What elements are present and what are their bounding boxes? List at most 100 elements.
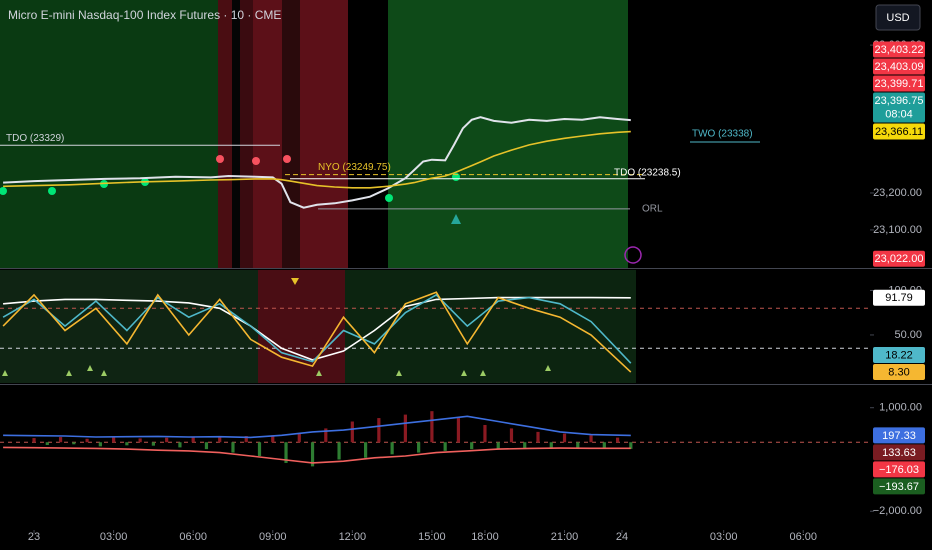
price-label: 23,403.22 [875,44,924,56]
y-tick-label: 50.00 [894,329,922,341]
histogram-bar [310,442,315,467]
histogram-bar [509,428,514,443]
histogram-bar [363,442,368,458]
price-label: 23,366.11 [875,126,923,138]
price-label-box [873,427,925,444]
histogram-bar [483,424,487,443]
histogram-bar [496,442,500,450]
histogram-bar [589,435,593,443]
x-tick-label: 18:00 [471,531,499,543]
price-label: −176.03 [879,464,919,476]
series-line [3,446,631,464]
price-label: 197.33 [882,430,916,442]
histogram-bar [403,414,407,443]
histogram-bar [204,442,209,450]
histogram-bar [337,442,341,460]
y-tick-label: −2,000.00 [873,505,922,517]
series-line [2,291,632,373]
x-tick-label: 12:00 [339,531,367,543]
price-countdown: 08:04 [885,108,913,120]
histogram-bar [443,442,447,451]
histogram-bar [58,437,63,443]
price-label: 133.63 [882,447,916,459]
level-label: NYO (23249.75) [318,162,391,173]
histogram-bar [32,438,36,443]
level-label: ORL [642,203,663,214]
x-tick-label: 03:00 [100,531,128,543]
x-tick-label: 24 [616,531,628,543]
currency-label[interactable]: USD [886,12,909,24]
price-label: 23,399.71 [875,78,924,90]
histogram-bar [231,442,235,453]
price-label-box [873,478,925,495]
histogram-bar [562,433,567,443]
x-tick-label: 06:00 [789,531,817,543]
x-tick-label: 23 [28,531,40,543]
histogram-bar [138,438,142,443]
histogram-bar [151,442,155,446]
series-line [3,296,631,361]
histogram-bar [350,421,354,443]
price-label-box [873,364,925,381]
histogram-bar [191,436,195,443]
histogram-bar [178,442,182,448]
price-label: −193.67 [879,481,919,493]
series-line [2,293,632,364]
price-label: 23,403.09 [875,61,924,73]
histogram-bar [377,418,381,443]
histogram-bar [470,442,474,450]
level-label: TDO (23238.5) [614,167,681,178]
histogram-bar [629,442,633,449]
price-label-box [873,75,925,92]
histogram-bar [271,435,275,443]
x-tick-label: 15:00 [418,531,446,543]
level-label: TWO (23338) [692,129,753,140]
price-label-box [873,58,925,75]
histogram-bar [390,442,394,455]
price-label: 8.30 [888,366,909,378]
x-tick-label: 03:00 [710,531,738,543]
series-line [3,415,631,439]
price-label-box [873,123,925,140]
price-label: 23,022.00 [875,253,924,265]
histogram-bar [456,418,461,443]
histogram-bar [430,411,434,443]
series-line [3,116,631,209]
price-label: 91.79 [885,292,913,304]
y-tick-label: 1,000.00 [879,402,922,414]
price-label-box [873,250,925,267]
histogram-bar [576,442,580,449]
price-label: 23,396.75 [875,95,924,107]
histogram-bar [602,442,606,449]
histogram-bar [257,442,262,457]
histogram-bar [45,442,49,445]
histogram-bar [297,433,301,443]
chart-title: Micro E-mini Nasdaq-100 Index Futures · … [8,8,281,22]
histogram-bar [284,442,288,463]
histogram-bar [98,442,102,447]
price-label-box [873,444,925,461]
histogram-bar [324,428,328,443]
currency-button[interactable] [875,4,921,31]
x-tick-label: 09:00 [259,531,287,543]
histogram-bar [615,437,620,443]
histogram-bar [85,438,89,443]
histogram-bar [218,437,222,443]
price-label-box [873,347,925,364]
histogram-bar [549,442,553,449]
price-label-box [873,92,925,123]
x-tick-label: 06:00 [179,531,207,543]
price-label-box [873,461,925,478]
x-tick-label: 21:00 [551,531,579,543]
histogram-bar [417,442,421,453]
histogram-bar [165,437,169,443]
price-label-box [873,289,925,306]
series-line [3,130,631,189]
price-label-box [873,41,925,58]
histogram-bar [72,442,76,445]
session-backgrounds [0,0,636,383]
y-tick-label: 23,100.00 [873,224,922,236]
histogram-bar [125,442,129,446]
histogram-bar [244,436,248,443]
